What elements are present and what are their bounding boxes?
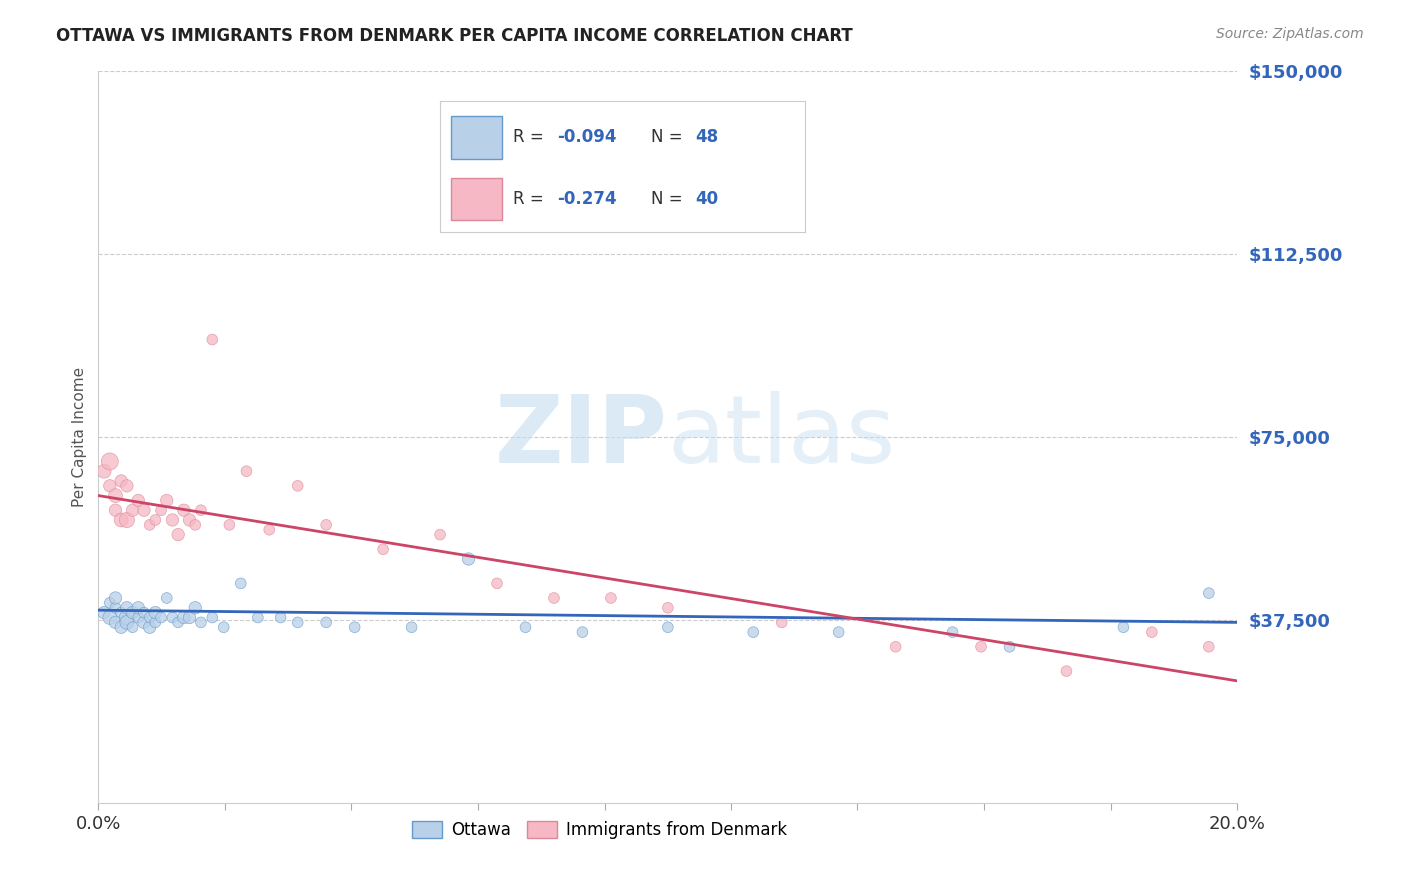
Point [657, 600, 679, 615]
Point [150, 610, 173, 624]
Point [184, 600, 207, 615]
Point [93, 464, 115, 478]
Point [1198, 640, 1220, 654]
Point [162, 513, 184, 527]
Text: atlas: atlas [668, 391, 896, 483]
Point [373, 542, 395, 557]
Point [138, 620, 160, 634]
Text: ZIP: ZIP [495, 391, 668, 483]
Point [104, 489, 127, 503]
Point [1056, 664, 1078, 678]
Point [828, 625, 851, 640]
Point [173, 610, 195, 624]
Text: OTTAWA VS IMMIGRANTS FROM DENMARK PER CAPITA INCOME CORRELATION CHART: OTTAWA VS IMMIGRANTS FROM DENMARK PER CA… [56, 27, 853, 45]
Point [1140, 625, 1163, 640]
Point [110, 513, 132, 527]
Point [145, 513, 167, 527]
Point [212, 620, 235, 634]
Point [127, 600, 149, 615]
Point [98, 610, 121, 624]
Point [515, 620, 537, 634]
Point [229, 576, 252, 591]
Point [401, 620, 423, 634]
Point [259, 523, 281, 537]
Point [110, 620, 132, 634]
Point [121, 606, 143, 620]
Point [190, 615, 212, 630]
Point [115, 610, 138, 624]
Point [486, 576, 509, 591]
Point [145, 615, 167, 630]
Point [201, 333, 224, 347]
Point [132, 615, 155, 630]
Point [287, 479, 309, 493]
Point [121, 503, 143, 517]
Point [1198, 586, 1220, 600]
Point [315, 517, 337, 532]
Point [167, 615, 190, 630]
Point [110, 474, 132, 488]
Point [600, 591, 623, 605]
Point [115, 600, 138, 615]
Point [115, 479, 138, 493]
Legend: Ottawa, Immigrants from Denmark: Ottawa, Immigrants from Denmark [406, 814, 793, 846]
Point [184, 517, 207, 532]
Point [970, 640, 993, 654]
Point [145, 606, 167, 620]
Point [167, 527, 190, 541]
Point [201, 610, 224, 624]
Point [98, 454, 121, 468]
Point [132, 606, 155, 620]
Point [235, 464, 257, 478]
Point [998, 640, 1021, 654]
Point [457, 552, 479, 566]
Point [543, 591, 565, 605]
Point [121, 620, 143, 634]
Point [657, 620, 679, 634]
Point [179, 513, 201, 527]
Point [138, 610, 160, 624]
Point [115, 513, 138, 527]
Point [179, 610, 201, 624]
Point [156, 493, 179, 508]
Point [138, 517, 160, 532]
Point [104, 615, 127, 630]
Point [270, 610, 292, 624]
Point [218, 517, 240, 532]
Point [127, 493, 149, 508]
Point [150, 503, 173, 517]
Point [104, 591, 127, 605]
Point [343, 620, 366, 634]
Point [173, 503, 195, 517]
Text: Source: ZipAtlas.com: Source: ZipAtlas.com [1216, 27, 1364, 41]
Point [98, 479, 121, 493]
Point [127, 610, 149, 624]
Point [1112, 620, 1135, 634]
Point [104, 503, 127, 517]
Point [287, 615, 309, 630]
Point [110, 606, 132, 620]
Y-axis label: Per Capita Income: Per Capita Income [72, 367, 87, 508]
Point [429, 527, 451, 541]
Point [246, 610, 269, 624]
Point [770, 615, 793, 630]
Point [315, 615, 337, 630]
Point [742, 625, 765, 640]
Point [115, 615, 138, 630]
Point [98, 596, 121, 610]
Point [156, 591, 179, 605]
Point [884, 640, 907, 654]
Point [190, 503, 212, 517]
Point [571, 625, 593, 640]
Point [942, 625, 965, 640]
Point [162, 610, 184, 624]
Point [93, 606, 115, 620]
Point [104, 600, 127, 615]
Point [132, 503, 155, 517]
